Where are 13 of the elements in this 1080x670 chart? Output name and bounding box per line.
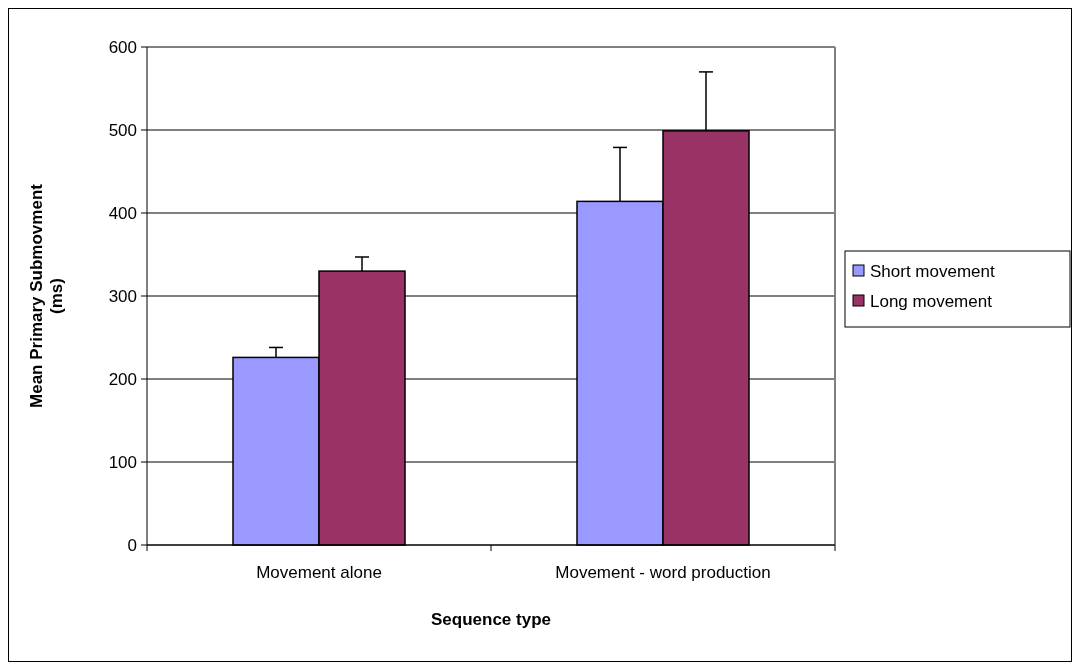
y-tick-label: 0 — [127, 535, 137, 555]
legend-label: Short movement — [870, 261, 995, 281]
x-tick-label: Movement alone — [256, 563, 382, 582]
x-axis-title: Sequence type — [431, 610, 551, 629]
y-tick-label: 300 — [108, 286, 137, 306]
y-tick-label: 200 — [108, 369, 137, 389]
x-tick-label: Movement - word production — [555, 563, 771, 582]
y-tick-label: 100 — [108, 452, 137, 472]
y-tick-label: 400 — [108, 203, 137, 223]
y-tick-label: 500 — [108, 120, 137, 140]
y-axis-title: Mean Primary Submovment (ms) — [27, 183, 67, 408]
y-tick-label: 600 — [108, 37, 137, 57]
legend-label: Long movement — [870, 291, 993, 311]
